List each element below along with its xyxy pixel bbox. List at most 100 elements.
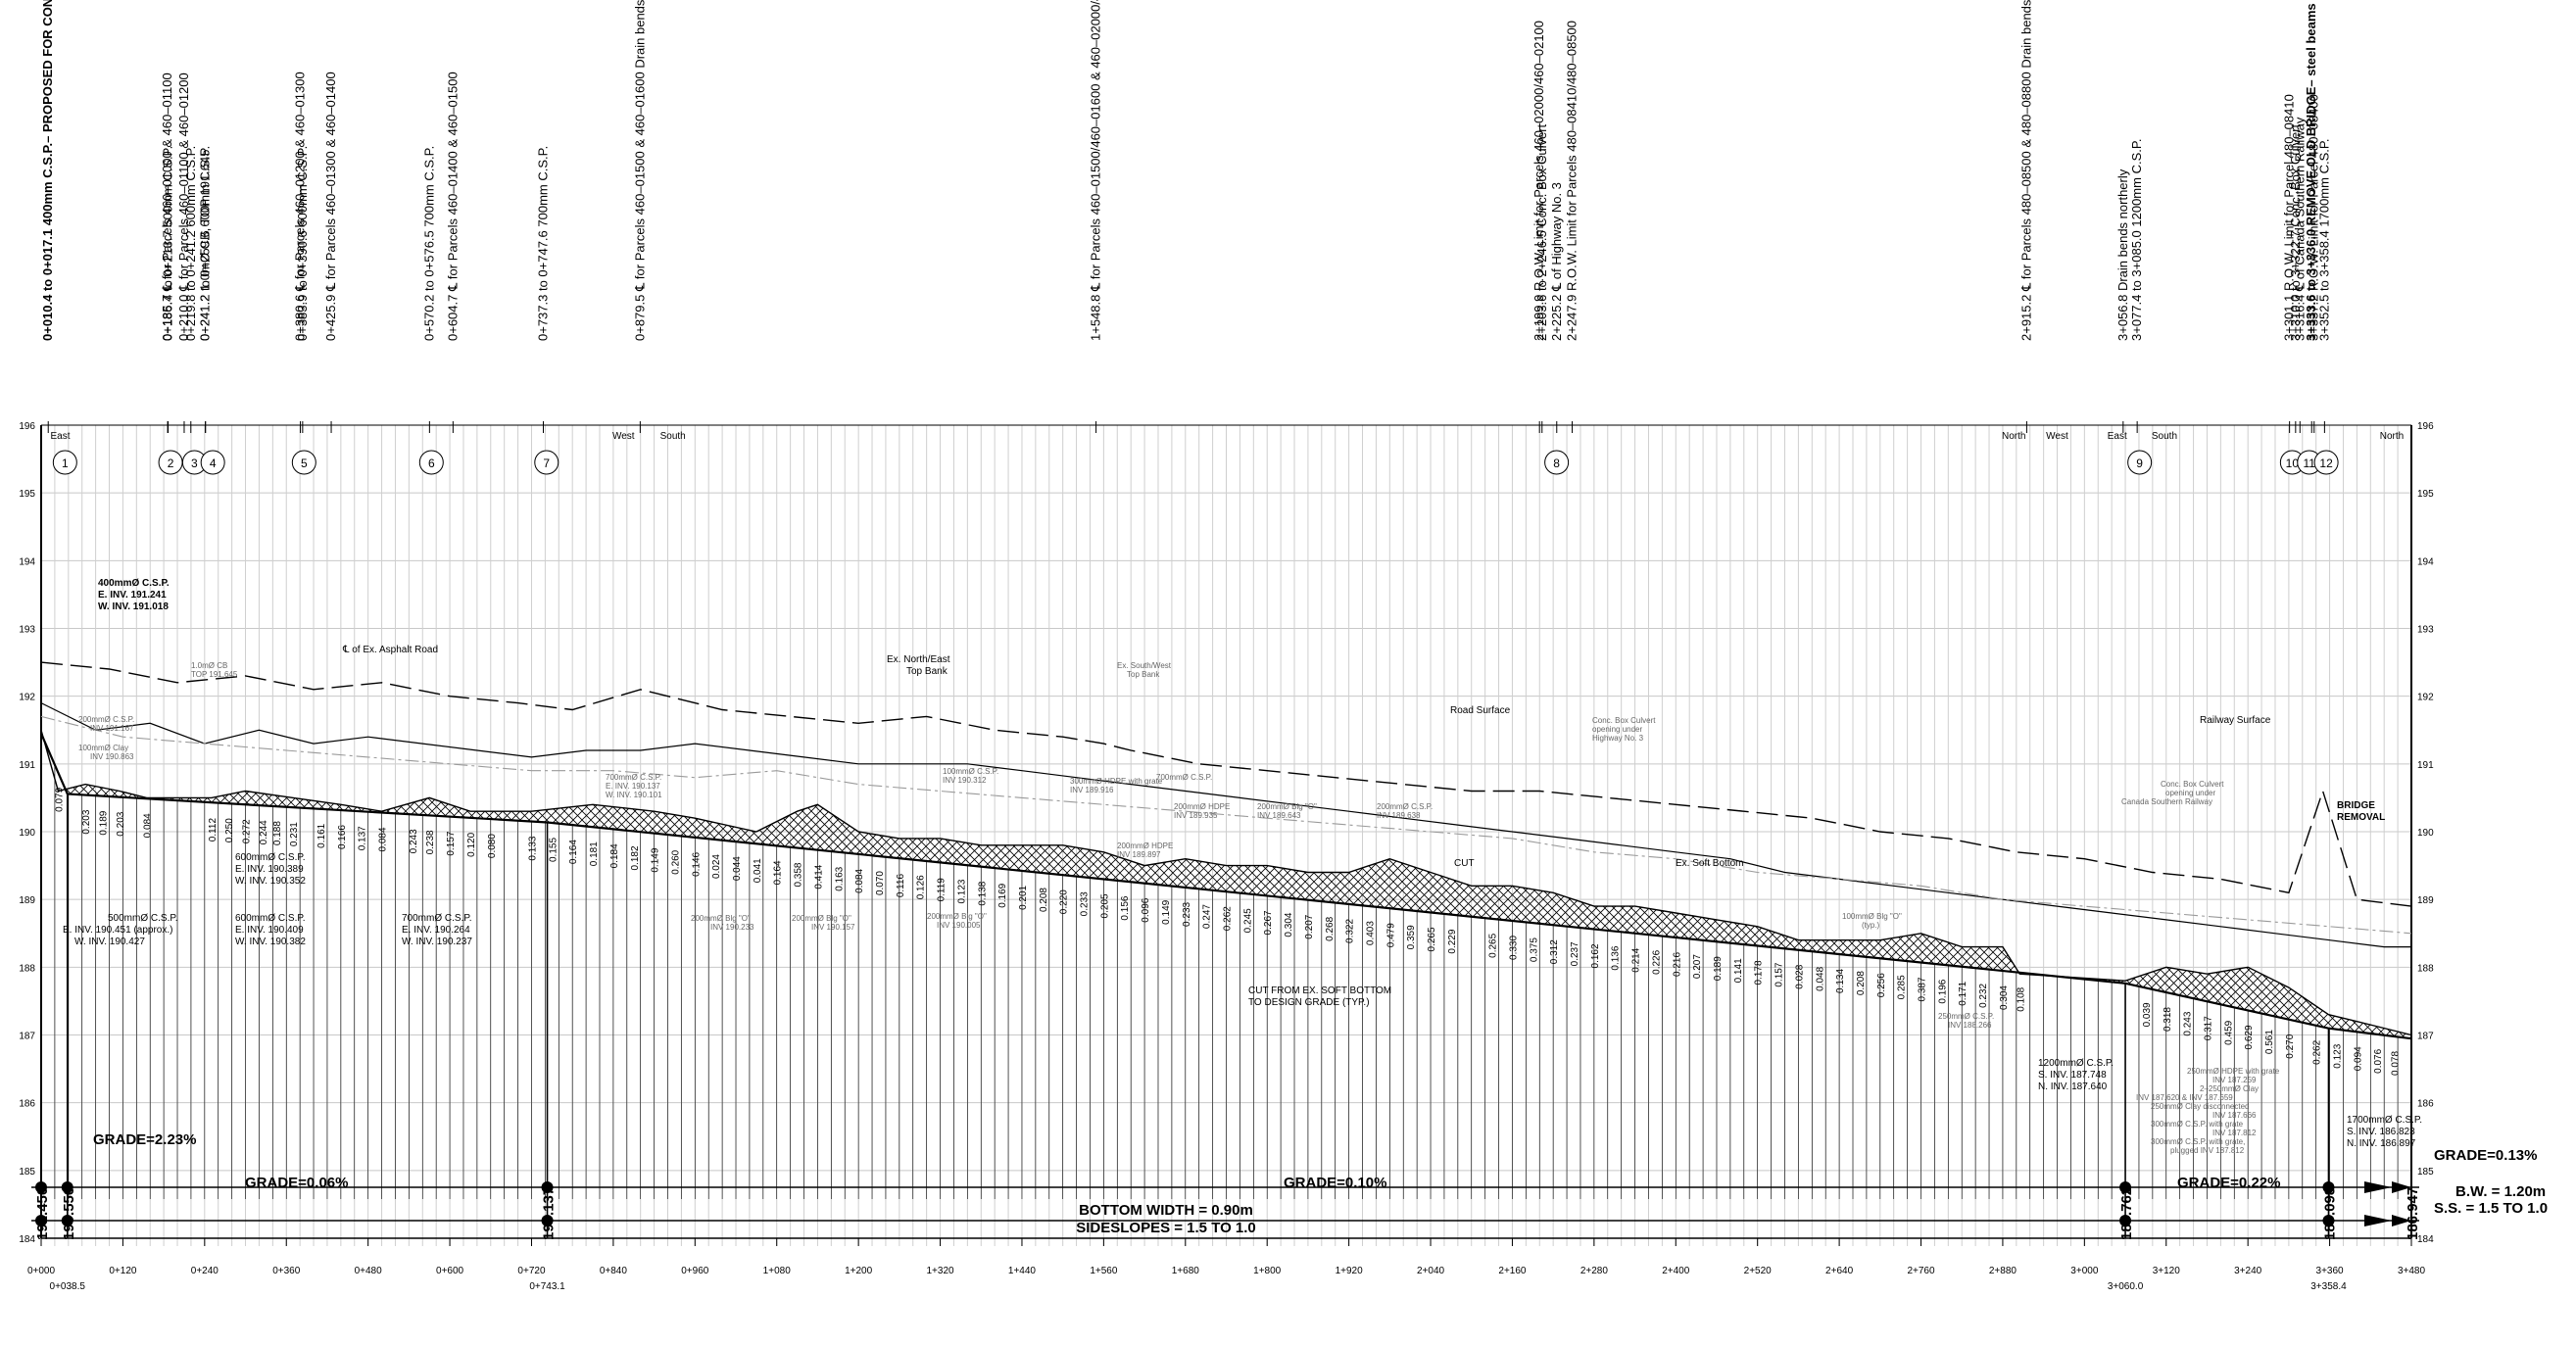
control-station-label: 0+038.5 — [50, 1281, 86, 1292]
station-tick-label: 2+400 — [1662, 1266, 1690, 1276]
cut-depth-label: 0.267 — [1263, 910, 1274, 935]
profile-annotation: 700mmØ C.S.P. — [402, 913, 472, 924]
cut-depth-label: 0.265 — [1488, 933, 1499, 957]
cut-depth-label: 0.245 — [1242, 908, 1253, 933]
profile-annotation: Conc. Box Culvert — [1592, 716, 1656, 725]
structure-marker-circle — [200, 450, 225, 475]
chainage-label: 3+056.8 Drain bends northerly — [2115, 168, 2130, 341]
profile-annotation: 600mmØ C.S.P. — [235, 852, 306, 863]
profile-annotation: CUT FROM EX. SOFT BOTTOM — [1248, 985, 1391, 996]
profile-annotation: 300mmØ C.S.P. with grate, — [2151, 1137, 2245, 1146]
profile-series — [31, 661, 2419, 1238]
cut-depth-label: 0.112 — [208, 818, 219, 842]
cut-depth-label: 0.048 — [1815, 966, 1825, 990]
structure-marker-number: 10 — [2286, 457, 2300, 470]
cut-depth-label: 0.231 — [289, 822, 300, 846]
elevation-tick-label-left: 192 — [19, 693, 35, 703]
profile-annotation: 500mmØ C.S.P. — [108, 913, 178, 924]
cut-depth-label: 0.414 — [813, 864, 824, 889]
structure-marker-number: 6 — [428, 457, 435, 470]
profile-annotation: N. INV. 186.897 — [2347, 1138, 2416, 1149]
profile-annotation: ℄ of Ex. Asphalt Road — [342, 645, 438, 655]
elevation-tick-label-right: 185 — [2417, 1167, 2434, 1178]
profile-annotation: E. INV. 190.137 — [606, 782, 660, 791]
profile-annotation: Ex. Soft Bottom — [1676, 858, 1743, 869]
cut-depth-label: 0.141 — [1733, 958, 1744, 983]
direction-label: West — [2046, 431, 2068, 442]
profile-annotation: TO DESIGN GRADE (TYP.) — [1248, 997, 1370, 1008]
station-tick-label: 0+480 — [355, 1266, 383, 1276]
cut-depth-label: 0.358 — [794, 862, 804, 887]
station-tick-label: 0+360 — [272, 1266, 301, 1276]
chainage-label: 0+383.9 to 0+390.6 600mm C.S.P. — [295, 146, 310, 341]
profile-annotation: W. INV. 190.101 — [606, 791, 662, 799]
chainage-label: 2+247.9 R.O.W. Limit for Parcels 480–084… — [1565, 21, 1580, 341]
channel-spec-center-label: BOTTOM WIDTH = 0.90m — [1079, 1202, 1253, 1219]
elevation-tick-label-left: 188 — [19, 963, 35, 974]
profile-annotation: 100mmØ C.S.P. — [943, 767, 998, 776]
cut-depth-label: 0.070 — [875, 871, 886, 895]
cut-depth-label: 0.247 — [1202, 904, 1213, 929]
cut-depth-label: 0.268 — [1325, 916, 1336, 940]
profile-annotation: 200mmØ HDPE — [1174, 802, 1230, 811]
station-tick-label: 0+720 — [517, 1266, 546, 1276]
grade-arrow-head — [2364, 1215, 2392, 1226]
cut-depth-label: 0.318 — [2163, 1007, 2173, 1032]
cut-depth-label: 0.120 — [466, 832, 477, 856]
cut-depth-label: 0.189 — [1713, 956, 1724, 981]
cut-depth-label: 0.262 — [2312, 1039, 2323, 1064]
cut-depth-label: 0.243 — [2183, 1011, 2194, 1035]
elevation-tick-label-right: 184 — [2417, 1234, 2434, 1245]
profile-annotation: Conc. Box Culvert — [2161, 780, 2224, 789]
cut-depth-label: 0.260 — [670, 849, 681, 874]
station-tick-label: 1+200 — [845, 1266, 873, 1276]
structure-marker-number: 8 — [1553, 457, 1560, 470]
cut-depth-label: 0.561 — [2264, 1030, 2275, 1054]
structure-marker-circle — [418, 450, 444, 475]
cut-depth-label: 0.244 — [259, 820, 269, 844]
profile-annotation: 100mmØ Clay — [78, 744, 128, 752]
cut-depth-label: 0.157 — [446, 831, 457, 855]
cut-depth-label: 0.312 — [1549, 939, 1560, 964]
station-tick-label: 1+920 — [1336, 1266, 1364, 1276]
elevation-tick-label-right: 190 — [2417, 828, 2434, 839]
profile-annotation: INV 190.005 — [937, 921, 981, 930]
control-point-dot — [541, 1181, 554, 1193]
cut-depth-label: 0.133 — [527, 836, 538, 860]
elevation-tick-label-right: 193 — [2417, 625, 2434, 636]
control-point-dot — [2119, 1215, 2132, 1226]
profile-annotation: 100mmØ Blg "O" — [1842, 912, 1902, 921]
profile-annotation: INV 190.863 — [90, 752, 134, 761]
elevation-tick-label-left: 187 — [19, 1032, 35, 1042]
elevation-tick-label-right: 195 — [2417, 489, 2434, 500]
direction-label: North — [2380, 431, 2404, 442]
profile-annotation: REMOVAL — [2337, 812, 2385, 823]
cut-depth-label: 0.169 — [997, 883, 1008, 907]
cut-hatch-area — [58, 772, 2412, 1039]
profile-annotation: Ex. South/West — [1117, 661, 1172, 670]
station-tick-label: 0+960 — [681, 1266, 709, 1276]
cut-depth-label: 0.387 — [1918, 977, 1928, 1001]
chainage-label: 0+380.6 ℄ for Parcels 460–01200 & 460–01… — [293, 72, 308, 341]
cut-depth-label: 0.233 — [1182, 901, 1192, 926]
cut-depth-label: 0.237 — [1570, 941, 1580, 966]
cut-depth-label: 0.164 — [568, 840, 579, 864]
profile-annotation: E. INV. 190.451 (approx.) — [63, 925, 172, 936]
profile-annotation: E. INV. 190.264 — [402, 925, 470, 936]
station-tick-label: 2+880 — [1989, 1266, 2017, 1276]
station-tick-label: 3+120 — [2153, 1266, 2181, 1276]
chainage-label: 0+241.2 to 0+259.6 600mm C.S.P. — [198, 146, 213, 341]
profile-annotation: E. INV. 190.409 — [235, 925, 304, 936]
cut-depth-label: 0.479 — [1385, 923, 1396, 947]
profile-annotation: W. INV. 190.382 — [235, 937, 306, 947]
profile-annotation: W. INV. 190.427 — [74, 937, 145, 947]
cut-depth-label: 0.216 — [1672, 952, 1682, 977]
profile-annotation: 1200mmØ C.S.P. — [2038, 1058, 2114, 1069]
cut-depth-label: 0.157 — [1774, 962, 1785, 986]
station-tick-label: 2+520 — [1744, 1266, 1773, 1276]
structure-marker-number: 7 — [543, 457, 550, 470]
station-tick-label: 3+000 — [2070, 1266, 2099, 1276]
structure-marker-number: 5 — [301, 457, 308, 470]
grade-label: GRADE=0.13% — [2434, 1147, 2537, 1164]
